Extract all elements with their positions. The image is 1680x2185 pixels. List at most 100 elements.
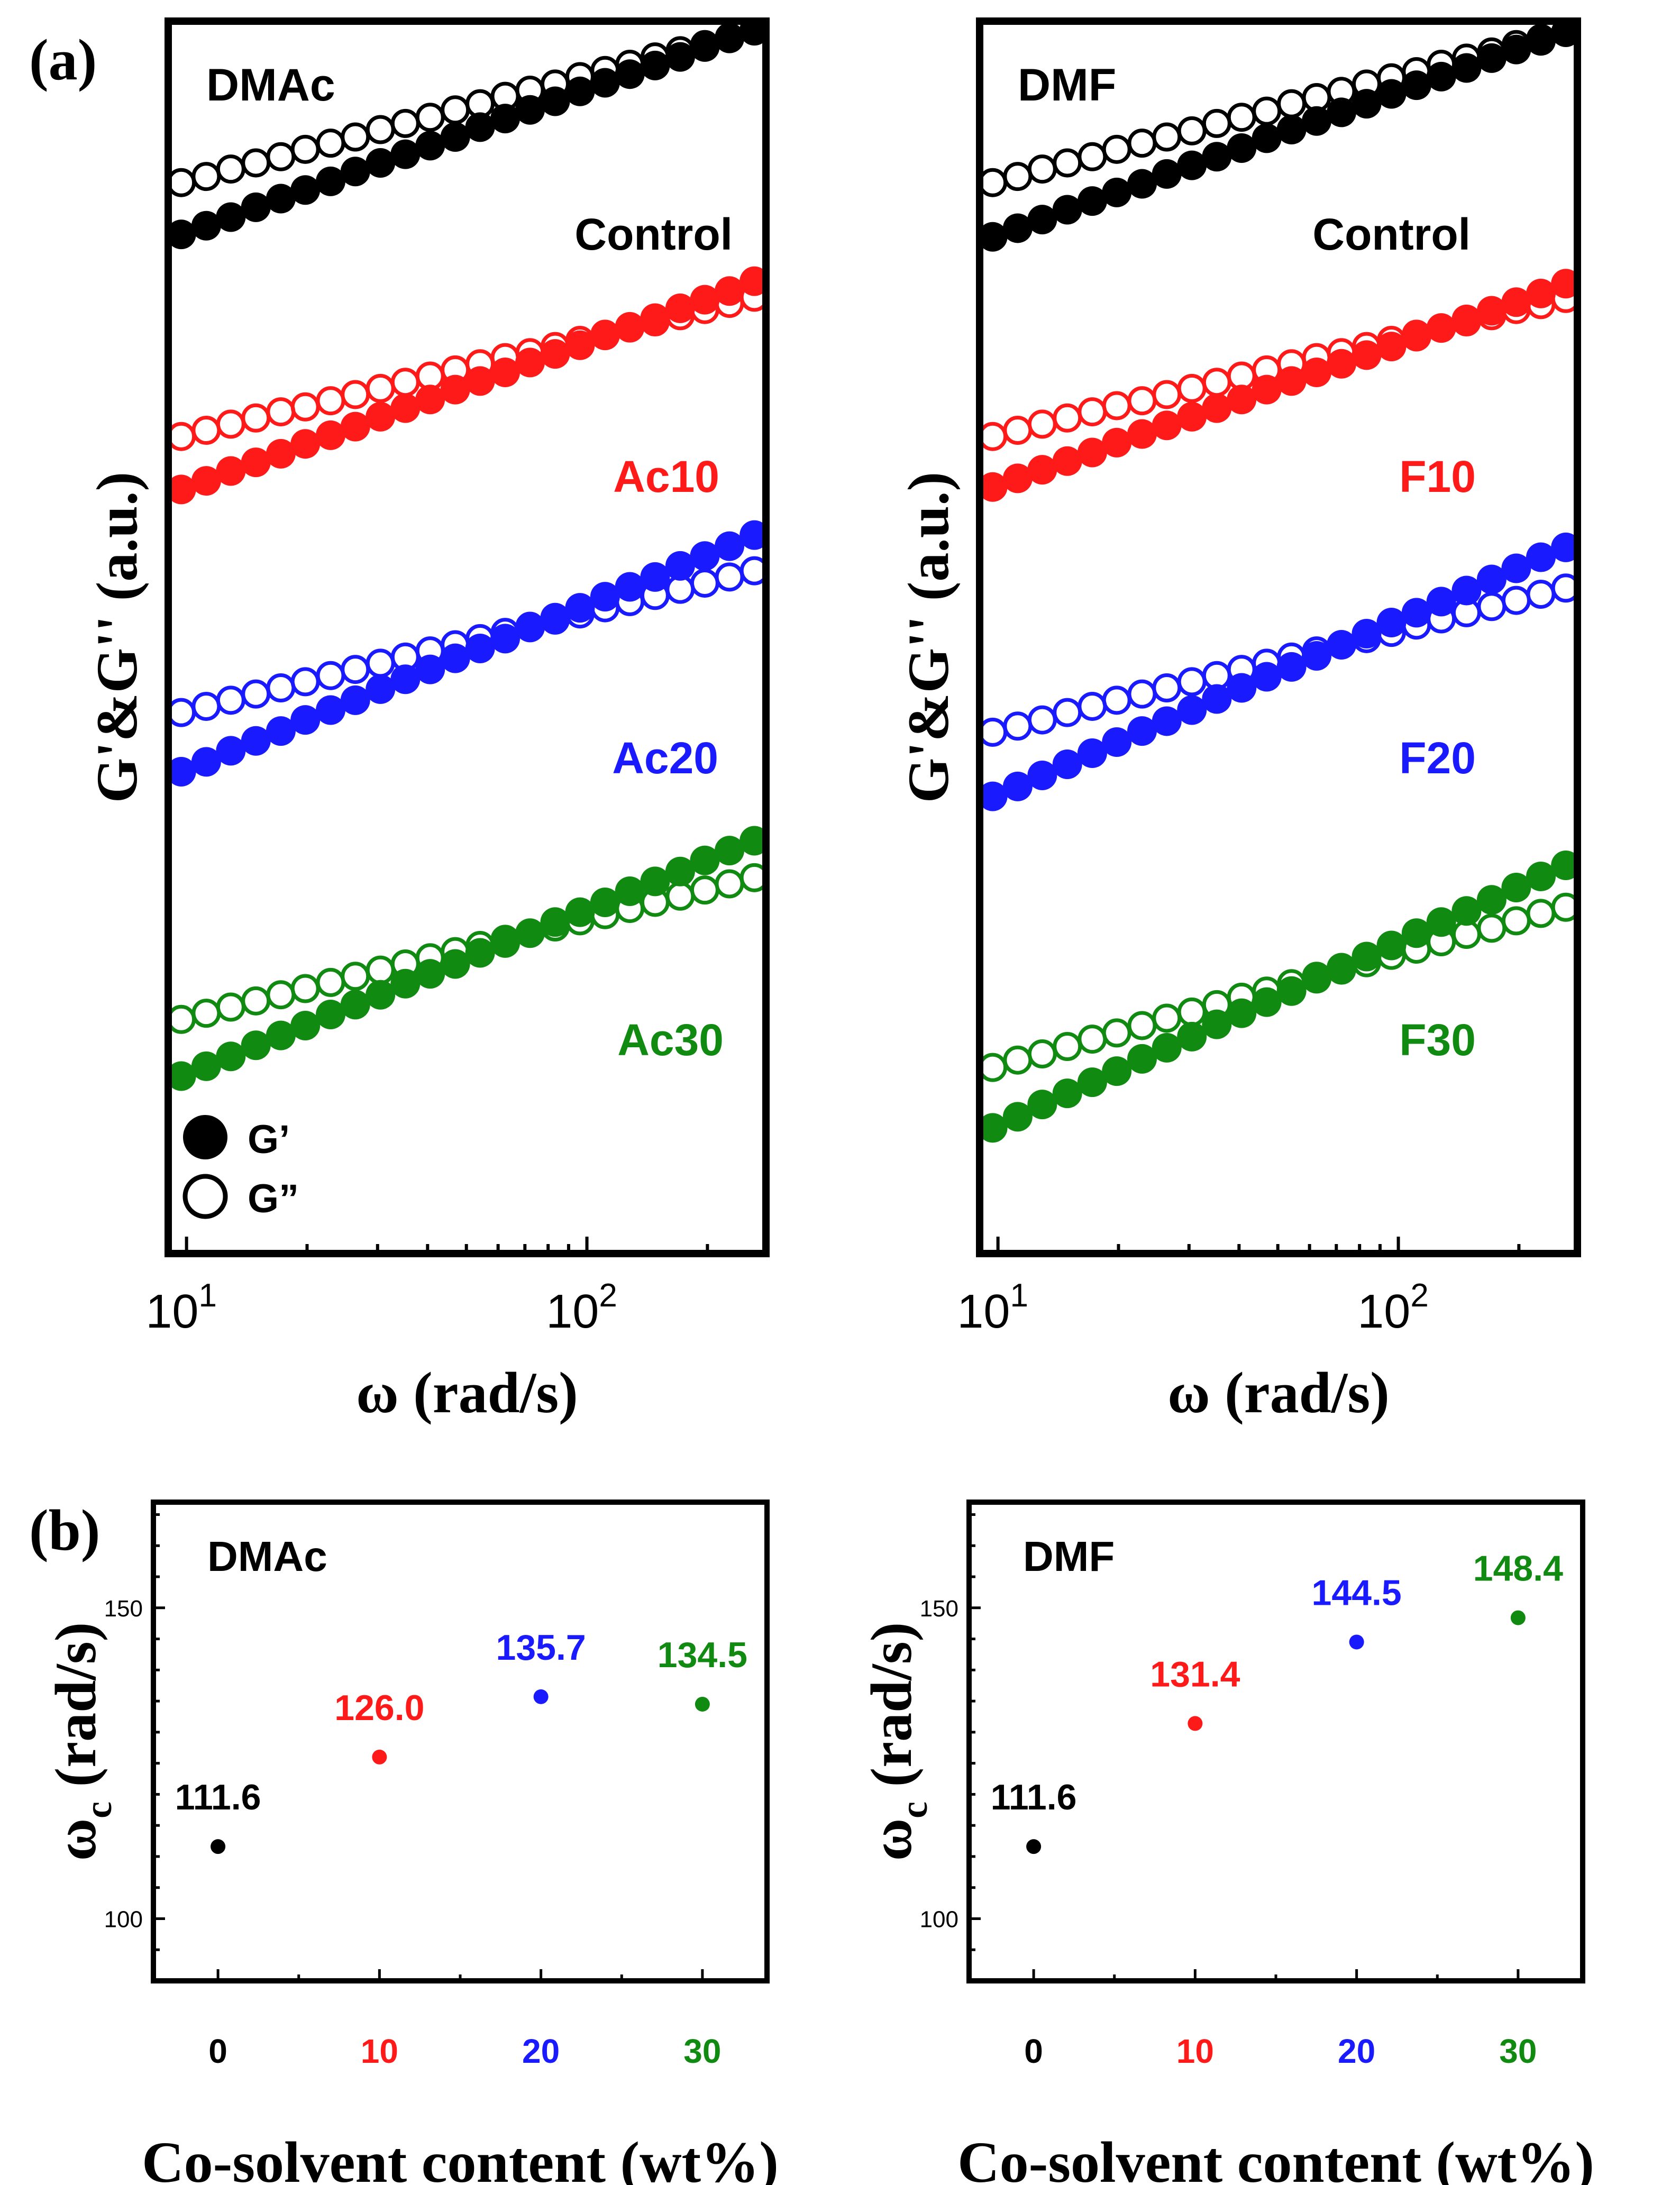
gp-point-ac30 xyxy=(465,938,495,968)
gp-point-control xyxy=(266,184,296,214)
y-axis-label-main: ω xyxy=(43,1818,108,1861)
gp-point-ac30 xyxy=(739,826,766,856)
gpp-point-ac20 xyxy=(266,673,296,703)
series-label-f10: F10 xyxy=(1399,452,1476,501)
y-axis-label: ωc (rad/s) xyxy=(859,1622,935,1861)
gp-point-f30 xyxy=(1227,998,1257,1028)
y-axis-label-rest: (rad/s) xyxy=(859,1622,924,1802)
gp-point-ac10 xyxy=(315,420,345,450)
gp-point-f10 xyxy=(1426,313,1456,343)
y-axis-label-sub: c xyxy=(893,1802,935,1818)
gpp-point-control xyxy=(1053,148,1082,178)
gpp-point-f10 xyxy=(1127,386,1157,416)
gp-point-ac10 xyxy=(191,466,221,496)
gpp-point-ac20 xyxy=(191,691,221,721)
gp-point-control xyxy=(615,59,645,89)
gp-point-ac30 xyxy=(191,1051,221,1081)
gp-point-ac20 xyxy=(366,674,396,704)
gp-point-control xyxy=(1027,205,1057,235)
data-label: 134.5 xyxy=(658,1635,747,1675)
gp-point-f10 xyxy=(1027,455,1057,485)
gpp-point-ac30 xyxy=(665,881,695,911)
gpp-point-control xyxy=(316,129,345,158)
gp-point-f10 xyxy=(1202,393,1232,423)
gp-point-ac10 xyxy=(640,303,670,333)
gpp-point-control xyxy=(1127,129,1157,158)
chart-title: DMAc xyxy=(207,1533,327,1580)
gp-point-f10 xyxy=(1451,304,1482,334)
x-axis-label: ω (rad/s) xyxy=(356,1360,578,1425)
series-label-ac20: Ac20 xyxy=(612,733,718,783)
series-control xyxy=(168,21,766,250)
data-point xyxy=(1188,1716,1203,1731)
gp-point-f20 xyxy=(1227,673,1257,703)
gp-point-ac20 xyxy=(340,685,370,715)
gpp-point-ac30 xyxy=(316,967,345,997)
gp-point-f30 xyxy=(1376,930,1407,961)
legend-gpp-label: G” xyxy=(248,1176,299,1221)
data-point xyxy=(372,1749,387,1765)
gpp-point-ac10 xyxy=(266,397,296,427)
series-ac30 xyxy=(168,826,766,1091)
gpp-point-f30 xyxy=(1027,1039,1057,1069)
gp-point-ac20 xyxy=(540,602,570,633)
data-label: 111.6 xyxy=(175,1777,261,1817)
gpp-point-f30 xyxy=(1177,997,1207,1027)
y-tick-label: 100 xyxy=(104,1906,143,1932)
gpp-point-ac30 xyxy=(191,999,221,1028)
gp-point-f20 xyxy=(1102,727,1132,757)
gpp-point-f30 xyxy=(1053,1032,1082,1062)
gp-point-control xyxy=(1202,142,1232,172)
gpp-point-f30 xyxy=(1152,1003,1182,1033)
gpp-point-control xyxy=(191,162,221,191)
gp-point-ac20 xyxy=(266,716,296,746)
x-tick-label: 101 xyxy=(957,1277,1028,1338)
gpp-point-ac10 xyxy=(390,368,420,397)
gp-point-ac10 xyxy=(390,393,421,423)
gp-point-f10 xyxy=(1052,446,1082,476)
gp-point-control xyxy=(1227,133,1257,163)
gp-point-control xyxy=(440,122,470,152)
gpp-point-control xyxy=(390,108,420,138)
gp-point-ac20 xyxy=(615,572,645,602)
data-point xyxy=(1026,1839,1042,1854)
gp-point-f20 xyxy=(1501,553,1531,583)
gp-point-control xyxy=(640,50,670,80)
gp-point-control xyxy=(1451,53,1482,83)
gpp-point-f10 xyxy=(1027,409,1057,439)
gp-point-f10 xyxy=(1327,349,1357,379)
series-label-ac30: Ac30 xyxy=(617,1015,724,1065)
data-point xyxy=(211,1839,226,1854)
gp-point-control xyxy=(540,86,570,116)
gp-point-ac10 xyxy=(465,366,495,396)
gp-point-control xyxy=(366,148,396,178)
gp-point-ac10 xyxy=(590,321,620,351)
gp-point-control xyxy=(1327,97,1357,127)
series-f30 xyxy=(980,851,1577,1143)
gpp-point-control xyxy=(241,148,271,178)
y-axis-label: G'&G'' (a.u.) xyxy=(896,472,961,803)
panel-label-a: (a) xyxy=(29,28,97,92)
x-tick-label: 20 xyxy=(1338,2032,1375,2070)
gp-point-f10 xyxy=(1177,401,1207,432)
gp-point-f10 xyxy=(1401,322,1431,352)
gp-point-ac10 xyxy=(690,285,720,315)
x-tick-label: 20 xyxy=(522,2032,560,2070)
gp-point-f30 xyxy=(1276,976,1307,1006)
gpp-point-f10 xyxy=(1078,397,1107,427)
gp-point-ac20 xyxy=(191,747,221,777)
gp-point-control xyxy=(1501,34,1531,65)
gp-point-ac10 xyxy=(490,358,521,388)
gpp-point-control xyxy=(1027,154,1057,184)
gpp-point-ac20 xyxy=(715,562,744,592)
data-point xyxy=(695,1696,710,1712)
gp-point-f30 xyxy=(1027,1090,1057,1120)
gp-point-ac10 xyxy=(739,266,766,296)
markers xyxy=(168,21,766,1091)
gpp-point-control xyxy=(1003,162,1033,191)
gp-point-f20 xyxy=(1376,608,1407,638)
gp-point-f10 xyxy=(1302,358,1332,388)
y-axis-label-rest: (rad/s) xyxy=(43,1622,108,1802)
gp-point-control xyxy=(191,211,221,241)
gpp-point-ac30 xyxy=(739,863,766,892)
